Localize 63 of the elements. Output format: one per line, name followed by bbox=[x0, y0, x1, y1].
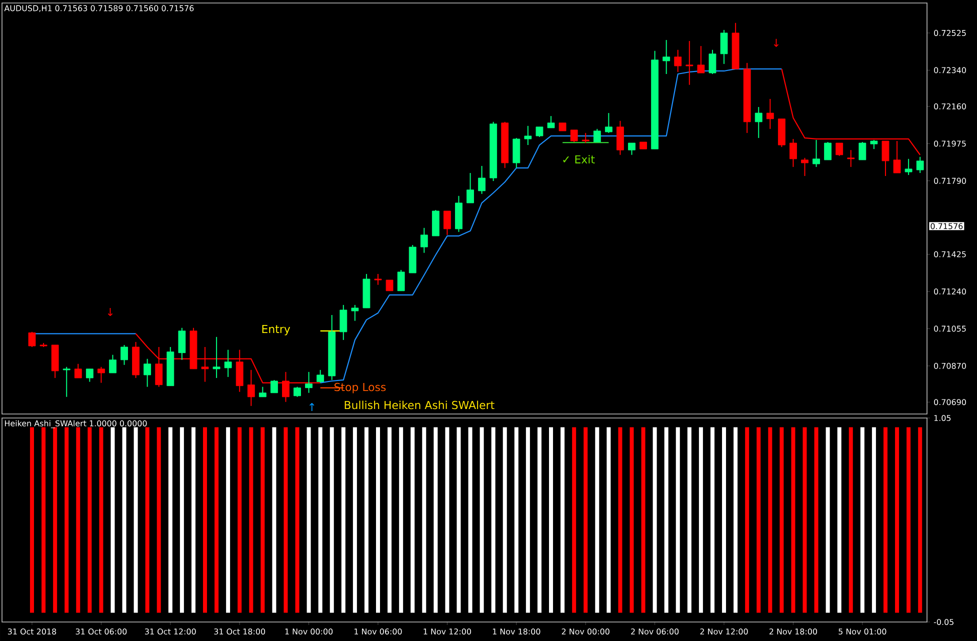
candlestick bbox=[674, 49, 682, 72]
candlestick bbox=[524, 125, 532, 146]
candlestick bbox=[120, 344, 128, 366]
candlestick bbox=[294, 386, 301, 398]
candlestick bbox=[74, 363, 82, 378]
candlestick bbox=[305, 371, 313, 394]
candlestick bbox=[466, 172, 474, 204]
candlestick bbox=[144, 358, 152, 388]
candlestick bbox=[444, 210, 451, 236]
candlestick bbox=[801, 157, 808, 176]
candlestick bbox=[754, 106, 762, 138]
candlestick bbox=[178, 327, 186, 360]
candlestick bbox=[386, 280, 394, 292]
candlestick bbox=[247, 369, 255, 406]
candlestick bbox=[570, 129, 578, 142]
annotation: ✓ Exit bbox=[563, 155, 595, 164]
candlestick bbox=[720, 29, 728, 64]
candlestick bbox=[258, 386, 266, 398]
candlestick bbox=[604, 112, 612, 134]
candlestick bbox=[916, 156, 924, 174]
candlestick bbox=[512, 137, 520, 168]
candlestick bbox=[582, 132, 590, 144]
annotation: ↓ bbox=[108, 308, 113, 316]
candlestick bbox=[697, 46, 705, 74]
candlestick bbox=[686, 40, 694, 86]
candlestick bbox=[397, 269, 405, 292]
annotation: Stop Loss bbox=[334, 382, 386, 394]
candlestick bbox=[316, 369, 324, 384]
candlestick bbox=[766, 98, 774, 130]
candlestick bbox=[708, 49, 716, 74]
candlestick bbox=[28, 331, 36, 348]
candlestick bbox=[270, 379, 278, 394]
annotation: ↓ bbox=[774, 38, 779, 47]
annotation: ↑ bbox=[310, 402, 314, 412]
candlestick bbox=[97, 366, 105, 384]
annotation: Entry bbox=[262, 325, 290, 336]
candlestick bbox=[824, 141, 832, 160]
candlestick bbox=[904, 158, 912, 176]
candlestick bbox=[836, 142, 844, 156]
candlestick bbox=[662, 40, 670, 74]
candlestick bbox=[882, 140, 890, 176]
candlestick bbox=[420, 227, 428, 254]
candlestick bbox=[62, 366, 70, 398]
candlestick bbox=[547, 116, 555, 128]
candlestick bbox=[109, 354, 116, 374]
candlestick bbox=[212, 336, 220, 378]
candlestick bbox=[847, 150, 855, 168]
candlestick bbox=[616, 120, 624, 156]
candlestick bbox=[790, 138, 797, 168]
candlestick bbox=[86, 368, 94, 382]
candlestick bbox=[870, 139, 878, 150]
candlestick bbox=[340, 304, 348, 340]
candlestick bbox=[478, 165, 486, 194]
candlestick bbox=[893, 140, 901, 174]
candlestick bbox=[812, 139, 820, 168]
candlestick bbox=[351, 304, 359, 322]
candlestick bbox=[224, 349, 232, 378]
annotation: Bullish Heiken Ashi SWAlert bbox=[344, 400, 494, 410]
candlestick bbox=[374, 273, 382, 286]
candlestick bbox=[858, 141, 866, 160]
candlestick bbox=[593, 128, 601, 142]
candlestick bbox=[628, 142, 636, 156]
candlestick bbox=[536, 126, 544, 138]
